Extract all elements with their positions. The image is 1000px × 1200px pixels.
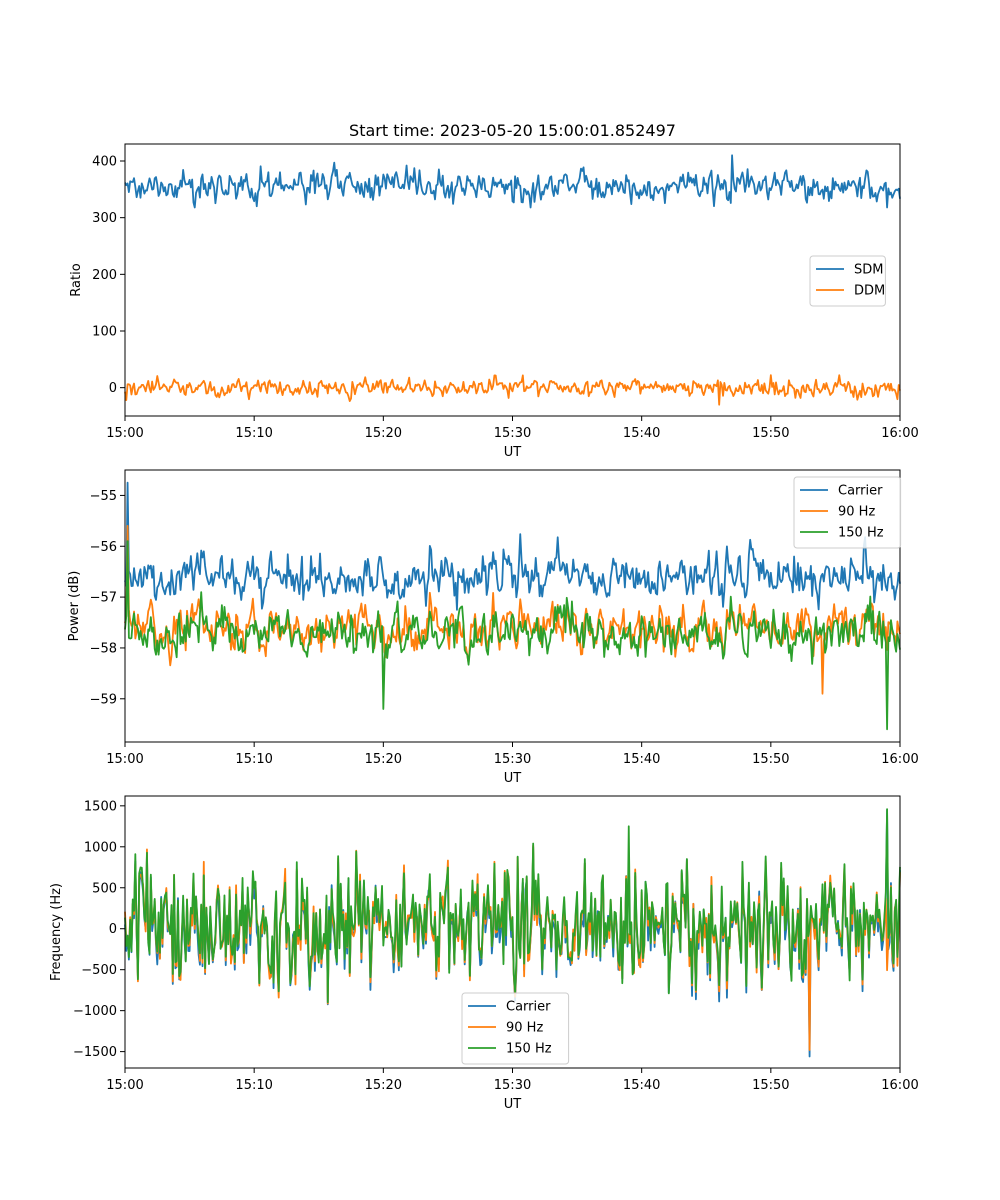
x-tick-label: 15:20 [365, 752, 402, 767]
x-tick-label: 15:00 [106, 752, 143, 767]
series-group [124, 808, 901, 1058]
x-tick-label: 15:10 [235, 752, 272, 767]
x-tick-label: 15:30 [494, 752, 531, 767]
y-tick-label: −58 [90, 641, 117, 656]
x-tick-label: 15:50 [752, 752, 789, 767]
y-tick-label: 1500 [84, 799, 117, 814]
series-line-sdm [124, 154, 901, 209]
series-line-ddm [124, 374, 901, 406]
series-line-150-hz [124, 808, 901, 1004]
y-tick-label: 100 [92, 325, 117, 340]
x-tick-label: 15:40 [623, 1078, 660, 1093]
legend-frame [793, 476, 902, 549]
legend-entry: 150 Hz [506, 1042, 552, 1057]
x-tick-label: 16:00 [881, 752, 918, 767]
x-axis-label: UT [504, 771, 522, 786]
x-tick-label: 15:10 [235, 426, 272, 441]
y-tick-label: 0 [109, 381, 117, 396]
x-tick-label: 16:00 [881, 426, 918, 441]
x-tick-label: 15:20 [365, 1078, 402, 1093]
legend-entry: 150 Hz [838, 526, 884, 541]
y-tick-label: −1500 [73, 1045, 117, 1060]
series-line-carrier [124, 481, 901, 611]
legend-entry: Carrier [838, 484, 883, 499]
series-group [124, 481, 901, 731]
y-tick-label: 400 [92, 155, 117, 170]
y-tick-label: 0 [109, 922, 117, 937]
legend: Carrier 90 Hz 150 Hz [793, 476, 902, 549]
x-tick-label: 15:50 [752, 426, 789, 441]
x-tick-label: 15:20 [365, 426, 402, 441]
y-tick-label: −57 [90, 591, 117, 606]
figure-title: Start time: 2023-05-20 15:00:01.852497 [349, 121, 676, 140]
series-line-150-hz [124, 540, 901, 731]
y-tick-label: 200 [92, 268, 117, 283]
power-panel: 15:00 15:10 15:20 15:30 15:40 15:50 16:00 −55 −5… [67, 469, 919, 786]
ratio-panel: 15:00 15:10 15:20 15:30 15:40 15:50 16:00 0 100 2… [69, 143, 919, 460]
y-tick-label: 1000 [84, 840, 117, 855]
x-tick-label: 15:00 [106, 426, 143, 441]
y-tick-label: −1000 [73, 1004, 117, 1019]
x-tick-label: 15:40 [623, 752, 660, 767]
legend: SDM DDM [809, 255, 886, 307]
x-tick-label: 15:40 [623, 426, 660, 441]
x-tick-label: 15:00 [106, 1078, 143, 1093]
legend-frame [461, 992, 570, 1065]
legend: Carrier 90 Hz 150 Hz [461, 992, 570, 1065]
legend-entry: Carrier [506, 1000, 551, 1015]
y-tick-label: 300 [92, 211, 117, 226]
y-axis-label: Frequency (Hz) [49, 883, 64, 981]
x-tick-label: 15:30 [494, 1078, 531, 1093]
legend-entry: 90 Hz [838, 505, 875, 520]
series-group [124, 154, 901, 406]
x-axis-label: UT [504, 445, 522, 460]
x-axis-label: UT [504, 1097, 522, 1112]
y-tick-label: −59 [90, 692, 117, 707]
legend-entry: DDM [854, 284, 885, 299]
y-tick-label: −56 [90, 540, 117, 555]
y-tick-label: 500 [92, 881, 117, 896]
y-tick-label: −55 [90, 489, 117, 504]
x-tick-label: 15:30 [494, 426, 531, 441]
x-tick-label: 15:50 [752, 1078, 789, 1093]
y-tick-label: −500 [81, 963, 117, 978]
y-axis-label: Ratio [69, 263, 84, 296]
frequency-panel: 15:00 15:10 15:20 15:30 15:40 15:50 16:00 1500 1… [49, 795, 919, 1112]
legend-entry: 90 Hz [506, 1021, 543, 1036]
legend-entry: SDM [854, 263, 883, 278]
x-tick-label: 16:00 [881, 1078, 918, 1093]
x-tick-label: 15:10 [235, 1078, 272, 1093]
y-axis-label: Power (dB) [67, 571, 82, 642]
